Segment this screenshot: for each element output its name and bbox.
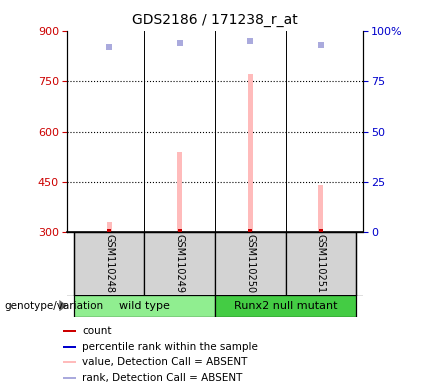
Bar: [63, 330, 77, 333]
Text: GSM110248: GSM110248: [104, 235, 114, 293]
Text: GSM110250: GSM110250: [246, 235, 255, 293]
Text: Runx2 null mutant: Runx2 null mutant: [234, 301, 338, 311]
Text: GSM110249: GSM110249: [175, 235, 184, 293]
Text: percentile rank within the sample: percentile rank within the sample: [82, 342, 258, 352]
Text: value, Detection Call = ABSENT: value, Detection Call = ABSENT: [82, 357, 247, 367]
Bar: [63, 361, 77, 363]
Bar: [319, 185, 323, 232]
FancyBboxPatch shape: [74, 232, 144, 296]
FancyBboxPatch shape: [215, 232, 286, 296]
FancyBboxPatch shape: [74, 295, 215, 317]
FancyBboxPatch shape: [286, 232, 356, 296]
Polygon shape: [59, 300, 67, 311]
FancyBboxPatch shape: [144, 232, 215, 296]
Title: GDS2186 / 171238_r_at: GDS2186 / 171238_r_at: [132, 13, 298, 27]
Bar: [248, 74, 253, 232]
Bar: [63, 377, 77, 379]
Text: rank, Detection Call = ABSENT: rank, Detection Call = ABSENT: [82, 373, 243, 383]
Bar: [63, 346, 77, 348]
Text: count: count: [82, 326, 112, 336]
FancyBboxPatch shape: [215, 295, 356, 317]
Text: GSM110251: GSM110251: [316, 235, 326, 293]
Bar: [177, 152, 182, 232]
Bar: [107, 222, 111, 232]
Text: wild type: wild type: [119, 301, 170, 311]
Text: genotype/variation: genotype/variation: [4, 301, 104, 311]
